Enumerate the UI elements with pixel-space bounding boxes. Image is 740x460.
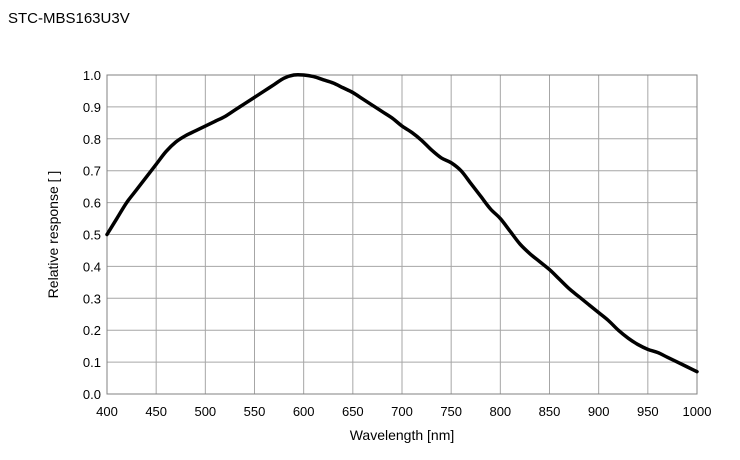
x-tick-label: 500 bbox=[194, 404, 216, 419]
x-tick-label: 600 bbox=[293, 404, 315, 419]
x-tick-label: 800 bbox=[489, 404, 511, 419]
y-axis-ticks: 0.0 0.1 0.2 0.3 0.4 0.5 0.6 0.7 0.8 0.9 1.0 bbox=[83, 68, 101, 402]
y-tick-label: 0.1 bbox=[83, 355, 101, 370]
series-line bbox=[105, 72, 699, 374]
y-tick-label: 0.5 bbox=[83, 228, 101, 243]
x-tick-label: 950 bbox=[637, 404, 659, 419]
chart-title: STC-MBS163U3V bbox=[8, 10, 130, 27]
x-tick-label: 700 bbox=[391, 404, 413, 419]
y-tick-label: 1.0 bbox=[83, 68, 101, 83]
y-tick-label: 0.4 bbox=[83, 259, 101, 274]
y-tick-label: 0.7 bbox=[83, 164, 101, 179]
y-tick-label: 0.9 bbox=[83, 100, 101, 115]
y-tick-label: 0.3 bbox=[83, 291, 101, 306]
x-tick-label: 450 bbox=[145, 404, 167, 419]
x-tick-label: 550 bbox=[244, 404, 266, 419]
x-tick-label: 1000 bbox=[683, 404, 712, 419]
y-tick-label: 0.2 bbox=[83, 323, 101, 338]
x-axis-label: Wavelength [nm] bbox=[350, 427, 455, 443]
x-tick-label: 900 bbox=[588, 404, 610, 419]
y-tick-label: 0.8 bbox=[83, 132, 101, 147]
y-tick-label: 0.6 bbox=[83, 196, 101, 211]
x-tick-label: 650 bbox=[342, 404, 364, 419]
grid bbox=[106, 74, 698, 395]
x-tick-label: 850 bbox=[539, 404, 561, 419]
y-tick-label: 0.0 bbox=[83, 387, 101, 402]
x-tick-label: 400 bbox=[96, 404, 118, 419]
y-axis-label: Relative response [ ] bbox=[45, 171, 61, 299]
x-tick-label: 750 bbox=[440, 404, 462, 419]
x-axis-ticks: 400 450 500 550 600 650 700 750 800 850 900 950 1000 bbox=[96, 404, 711, 419]
